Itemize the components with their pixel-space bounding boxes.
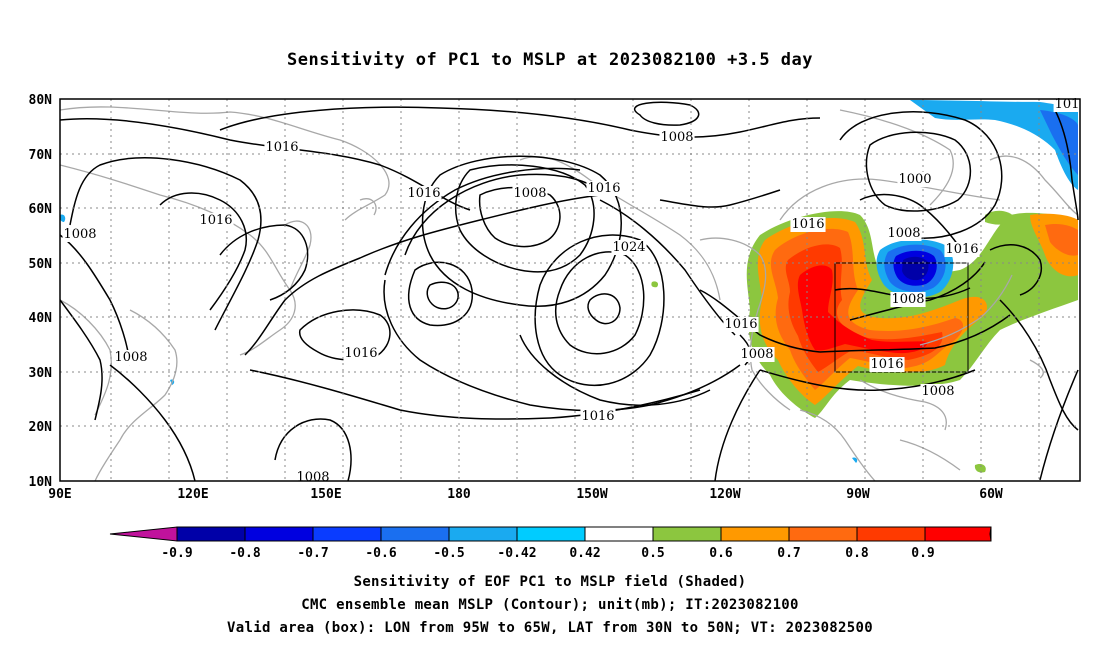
contour-label-bg (198, 213, 234, 228)
contour-label-bg (944, 242, 980, 257)
contour-label: 1008 (63, 227, 96, 242)
y-tick-label: 40N (29, 311, 53, 326)
y-tick-label: 30N (29, 366, 53, 381)
contour-label: 1008 (891, 292, 924, 307)
colorbar-label: -0.8 (229, 546, 260, 561)
colorbar-label: 0.9 (911, 546, 934, 561)
colorbar-label: 0.42 (569, 546, 600, 561)
caption-line-3: Valid area (box): LON from 95W to 65W, L… (227, 620, 873, 636)
contour-label-bg (264, 140, 300, 155)
colorbar-triangle-high (989, 526, 992, 542)
colorbar-swatch (380, 526, 450, 542)
colorbar-swatch (244, 526, 314, 542)
x-axis-labels: 90E 120E 150E 180 150W 120W 90W 60W (48, 487, 1003, 502)
contour-label: 1016 (407, 186, 440, 201)
contour-label: 1008 (513, 186, 546, 201)
contour-label: 1008 (740, 347, 773, 362)
colorbar-label: -0.7 (297, 546, 328, 561)
contour-label: 1008 (921, 384, 954, 399)
contour-label: 101 (1055, 97, 1080, 112)
contour-label: 1016 (199, 213, 232, 228)
map-frame (59, 98, 1081, 482)
colorbar-swatch (788, 526, 858, 542)
contour-label-bg (890, 292, 926, 307)
colorbar-label: -0.6 (365, 546, 396, 561)
colorbar-swatch (312, 526, 382, 542)
colorbar-label: 0.5 (641, 546, 664, 561)
contour-label-bg (790, 217, 826, 232)
contour-label-bg (343, 346, 379, 361)
contour-label-bg (659, 130, 695, 145)
contour-label-bg (512, 186, 548, 201)
x-tick-label: 90W (846, 487, 870, 502)
contour-label: 1008 (887, 226, 920, 241)
colorbar-label: -0.42 (497, 546, 536, 561)
colorbar-triangle-low (109, 526, 178, 542)
contour-label: 1016 (791, 217, 824, 232)
contour-label: 1016 (945, 242, 978, 257)
x-tick-label: 120W (709, 487, 740, 502)
colorbar-labels: -0.9 -0.8 -0.7 -0.6 -0.5 -0.42 0.42 0.5 … (161, 546, 934, 561)
contour-label: 1016 (344, 346, 377, 361)
chart-title: Sensitivity of PC1 to MSLP at 2023082100… (286, 50, 813, 70)
contour-label-bg (739, 347, 775, 362)
contour-label: 1016 (870, 357, 903, 372)
x-tick-label: 60W (979, 487, 1003, 502)
caption-line-2: CMC ensemble mean MSLP (Contour); unit(m… (301, 597, 799, 613)
contour-label-bg (611, 240, 647, 255)
colorbar-swatch (176, 526, 246, 542)
contour-label: 1008 (660, 130, 693, 145)
sensitivity-shading-negative (60, 100, 1078, 463)
colorbar (109, 526, 992, 542)
x-tick-label: 150E (310, 487, 341, 502)
y-tick-label: 50N (29, 257, 53, 272)
contour-label: 1016 (587, 181, 620, 196)
y-tick-label: 60N (29, 202, 53, 217)
colorbar-swatch (924, 526, 992, 542)
colorbar-swatch (720, 526, 790, 542)
contour-label-bg (586, 181, 622, 196)
colorbar-label: 0.7 (777, 546, 800, 561)
graticule (60, 99, 1080, 481)
colorbar-swatch (652, 526, 722, 542)
y-tick-label: 10N (29, 475, 53, 490)
colorbar-swatch (856, 526, 926, 542)
colorbar-swatch (516, 526, 586, 542)
colorbar-label: -0.9 (161, 546, 192, 561)
contour-label-bg (580, 409, 616, 424)
contour-label-bg (897, 172, 933, 187)
contour-label: 1016 (265, 140, 298, 155)
x-tick-label: 120E (177, 487, 208, 502)
contour-label: 1008 (296, 470, 329, 485)
contour-labels: 1008 1016 1016 1016 1008 1016 1024 1008 … (62, 97, 1081, 485)
colorbar-label: 0.8 (845, 546, 869, 561)
contour-label: 1000 (898, 172, 931, 187)
contour-label-bg (113, 350, 149, 365)
x-tick-label: 150W (576, 487, 607, 502)
contour-label-bg (62, 227, 98, 242)
y-tick-label: 70N (29, 148, 53, 163)
contour-label-bg (1053, 97, 1081, 112)
colorbar-swatch (584, 526, 654, 542)
contour-label-bg (920, 384, 956, 399)
caption-line-1: Sensitivity of EOF PC1 to MSLP field (Sh… (353, 574, 747, 590)
y-axis-labels: 80N 70N 60N 50N 40N 30N 20N 10N (29, 93, 53, 490)
colorbar-label: 0.6 (709, 546, 733, 561)
y-tick-label: 20N (29, 420, 53, 435)
y-tick-label: 80N (29, 93, 53, 108)
contour-label-bg (406, 186, 442, 201)
contour-label: 1016 (581, 409, 614, 424)
contour-label: 1024 (612, 240, 645, 255)
contour-label: 1016 (724, 317, 757, 332)
contour-label-bg (723, 317, 759, 332)
colorbar-label: -0.5 (433, 546, 464, 561)
x-tick-label: 90E (48, 487, 71, 502)
colorbar-swatch (448, 526, 518, 542)
contour-label: 1008 (114, 350, 147, 365)
contour-label-bg (886, 226, 922, 241)
contour-label-bg (869, 357, 905, 372)
x-tick-label: 180 (447, 487, 471, 502)
mslp-contours (60, 101, 1079, 481)
